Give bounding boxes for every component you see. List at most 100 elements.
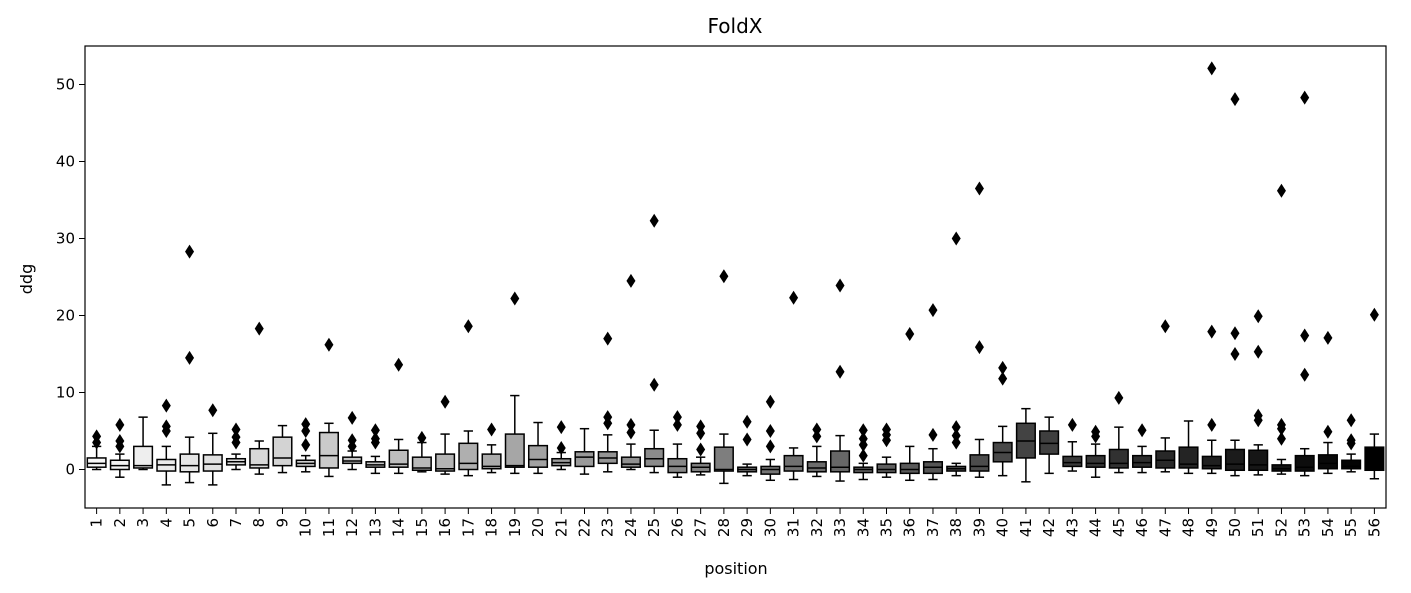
outlier-marker <box>951 428 961 443</box>
x-tick-label: 54 <box>1319 518 1337 537</box>
outlier-marker <box>789 290 799 305</box>
outlier-marker <box>1253 309 1263 324</box>
outlier-marker <box>649 213 659 228</box>
box-group <box>922 303 944 481</box>
box-group <box>527 421 549 475</box>
outlier-marker <box>463 319 473 334</box>
box-group <box>1085 424 1106 478</box>
box <box>1317 454 1338 470</box>
box <box>969 454 990 472</box>
outlier-marker <box>928 427 938 442</box>
x-tick-label: 4 <box>157 518 175 528</box>
box <box>574 451 595 468</box>
x-tick-label: 14 <box>390 518 408 537</box>
x-tick-label: 45 <box>1110 518 1128 537</box>
x-tick-label: 2 <box>111 518 129 528</box>
outlier-marker <box>208 403 218 418</box>
outlier-marker <box>1276 183 1286 198</box>
x-tick-label: 31 <box>785 518 803 537</box>
box-group <box>318 337 339 478</box>
box <box>1341 459 1362 470</box>
y-axis: 0 10 20 30 40 50 <box>56 76 85 479</box>
box <box>620 456 641 468</box>
outlier-marker <box>370 423 380 438</box>
box-group <box>156 398 177 486</box>
outlier-marker <box>998 360 1008 375</box>
x-tick-label: 49 <box>1203 518 1221 537</box>
outlier-marker <box>974 340 984 355</box>
outlier-marker <box>626 417 636 432</box>
box <box>1271 464 1292 472</box>
x-axis-label: position <box>704 559 767 578</box>
box-group <box>876 422 897 478</box>
box-group <box>388 357 409 475</box>
box-group <box>667 410 688 478</box>
x-tick-label: 30 <box>761 518 779 537</box>
x-tick-label: 12 <box>343 518 361 537</box>
box <box>899 462 920 475</box>
box <box>504 433 525 468</box>
box <box>1178 446 1199 469</box>
box-group <box>783 290 804 481</box>
y-tick-label: 20 <box>56 307 75 325</box>
box <box>109 459 130 471</box>
box <box>713 446 734 472</box>
box-group <box>1132 423 1153 474</box>
chart-title: FoldX <box>708 14 763 38</box>
box <box>202 454 223 472</box>
x-tick-label: 19 <box>506 518 524 537</box>
box-group <box>458 319 479 477</box>
x-tick-label: 39 <box>970 518 988 537</box>
outlier-marker <box>161 419 171 434</box>
y-tick-label: 0 <box>65 461 75 479</box>
x-tick-label: 25 <box>645 518 663 537</box>
x-tick-label: 46 <box>1133 518 1151 537</box>
box <box>783 454 804 472</box>
x-tick-label: 53 <box>1296 518 1314 537</box>
box-group <box>1224 92 1246 477</box>
box <box>1062 455 1083 468</box>
outlier-marker <box>1346 413 1356 428</box>
outlier-marker <box>115 434 125 449</box>
outlier-marker <box>161 398 171 413</box>
box <box>644 447 665 468</box>
outlier-marker <box>510 291 520 306</box>
box-group <box>179 244 200 484</box>
x-tick-label: 56 <box>1365 518 1383 537</box>
outlier-marker <box>951 231 961 246</box>
box <box>86 457 107 468</box>
x-axis: 1 2 3 4 5 6 7 8 9 10 11 12 13 14 15 16 17 18 19 20 21 22 23 24 2… <box>88 508 1383 537</box>
outlier-marker <box>672 410 682 425</box>
box-group <box>411 430 432 473</box>
box <box>1248 449 1269 472</box>
box <box>435 453 456 472</box>
outlier-marker <box>185 350 195 365</box>
outlier-marker <box>1300 90 1310 105</box>
x-tick-label: 52 <box>1272 518 1290 537</box>
x-tick-label: 6 <box>204 518 222 528</box>
outlier-marker <box>1300 367 1310 382</box>
x-tick-label: 23 <box>599 518 617 537</box>
box-group <box>737 414 758 477</box>
box-group <box>1317 330 1338 475</box>
box <box>133 445 154 469</box>
box-group <box>760 394 781 482</box>
box-group <box>644 213 665 474</box>
box-group <box>365 423 386 475</box>
outlier-marker <box>1300 328 1310 343</box>
box <box>388 449 409 468</box>
outlier-marker <box>487 422 497 437</box>
box <box>760 465 781 475</box>
outlier-marker <box>626 273 636 288</box>
outlier-marker <box>626 425 636 440</box>
box-group <box>481 422 502 474</box>
x-tick-label: 38 <box>947 518 965 537</box>
box-group <box>295 417 316 473</box>
x-tick-label: 47 <box>1156 518 1174 537</box>
outlier-marker <box>115 417 125 432</box>
outlier-marker <box>1230 347 1240 361</box>
box <box>1201 455 1222 470</box>
box-group <box>830 278 851 482</box>
outlier-marker <box>1253 408 1263 423</box>
y-tick-label: 50 <box>56 76 75 94</box>
